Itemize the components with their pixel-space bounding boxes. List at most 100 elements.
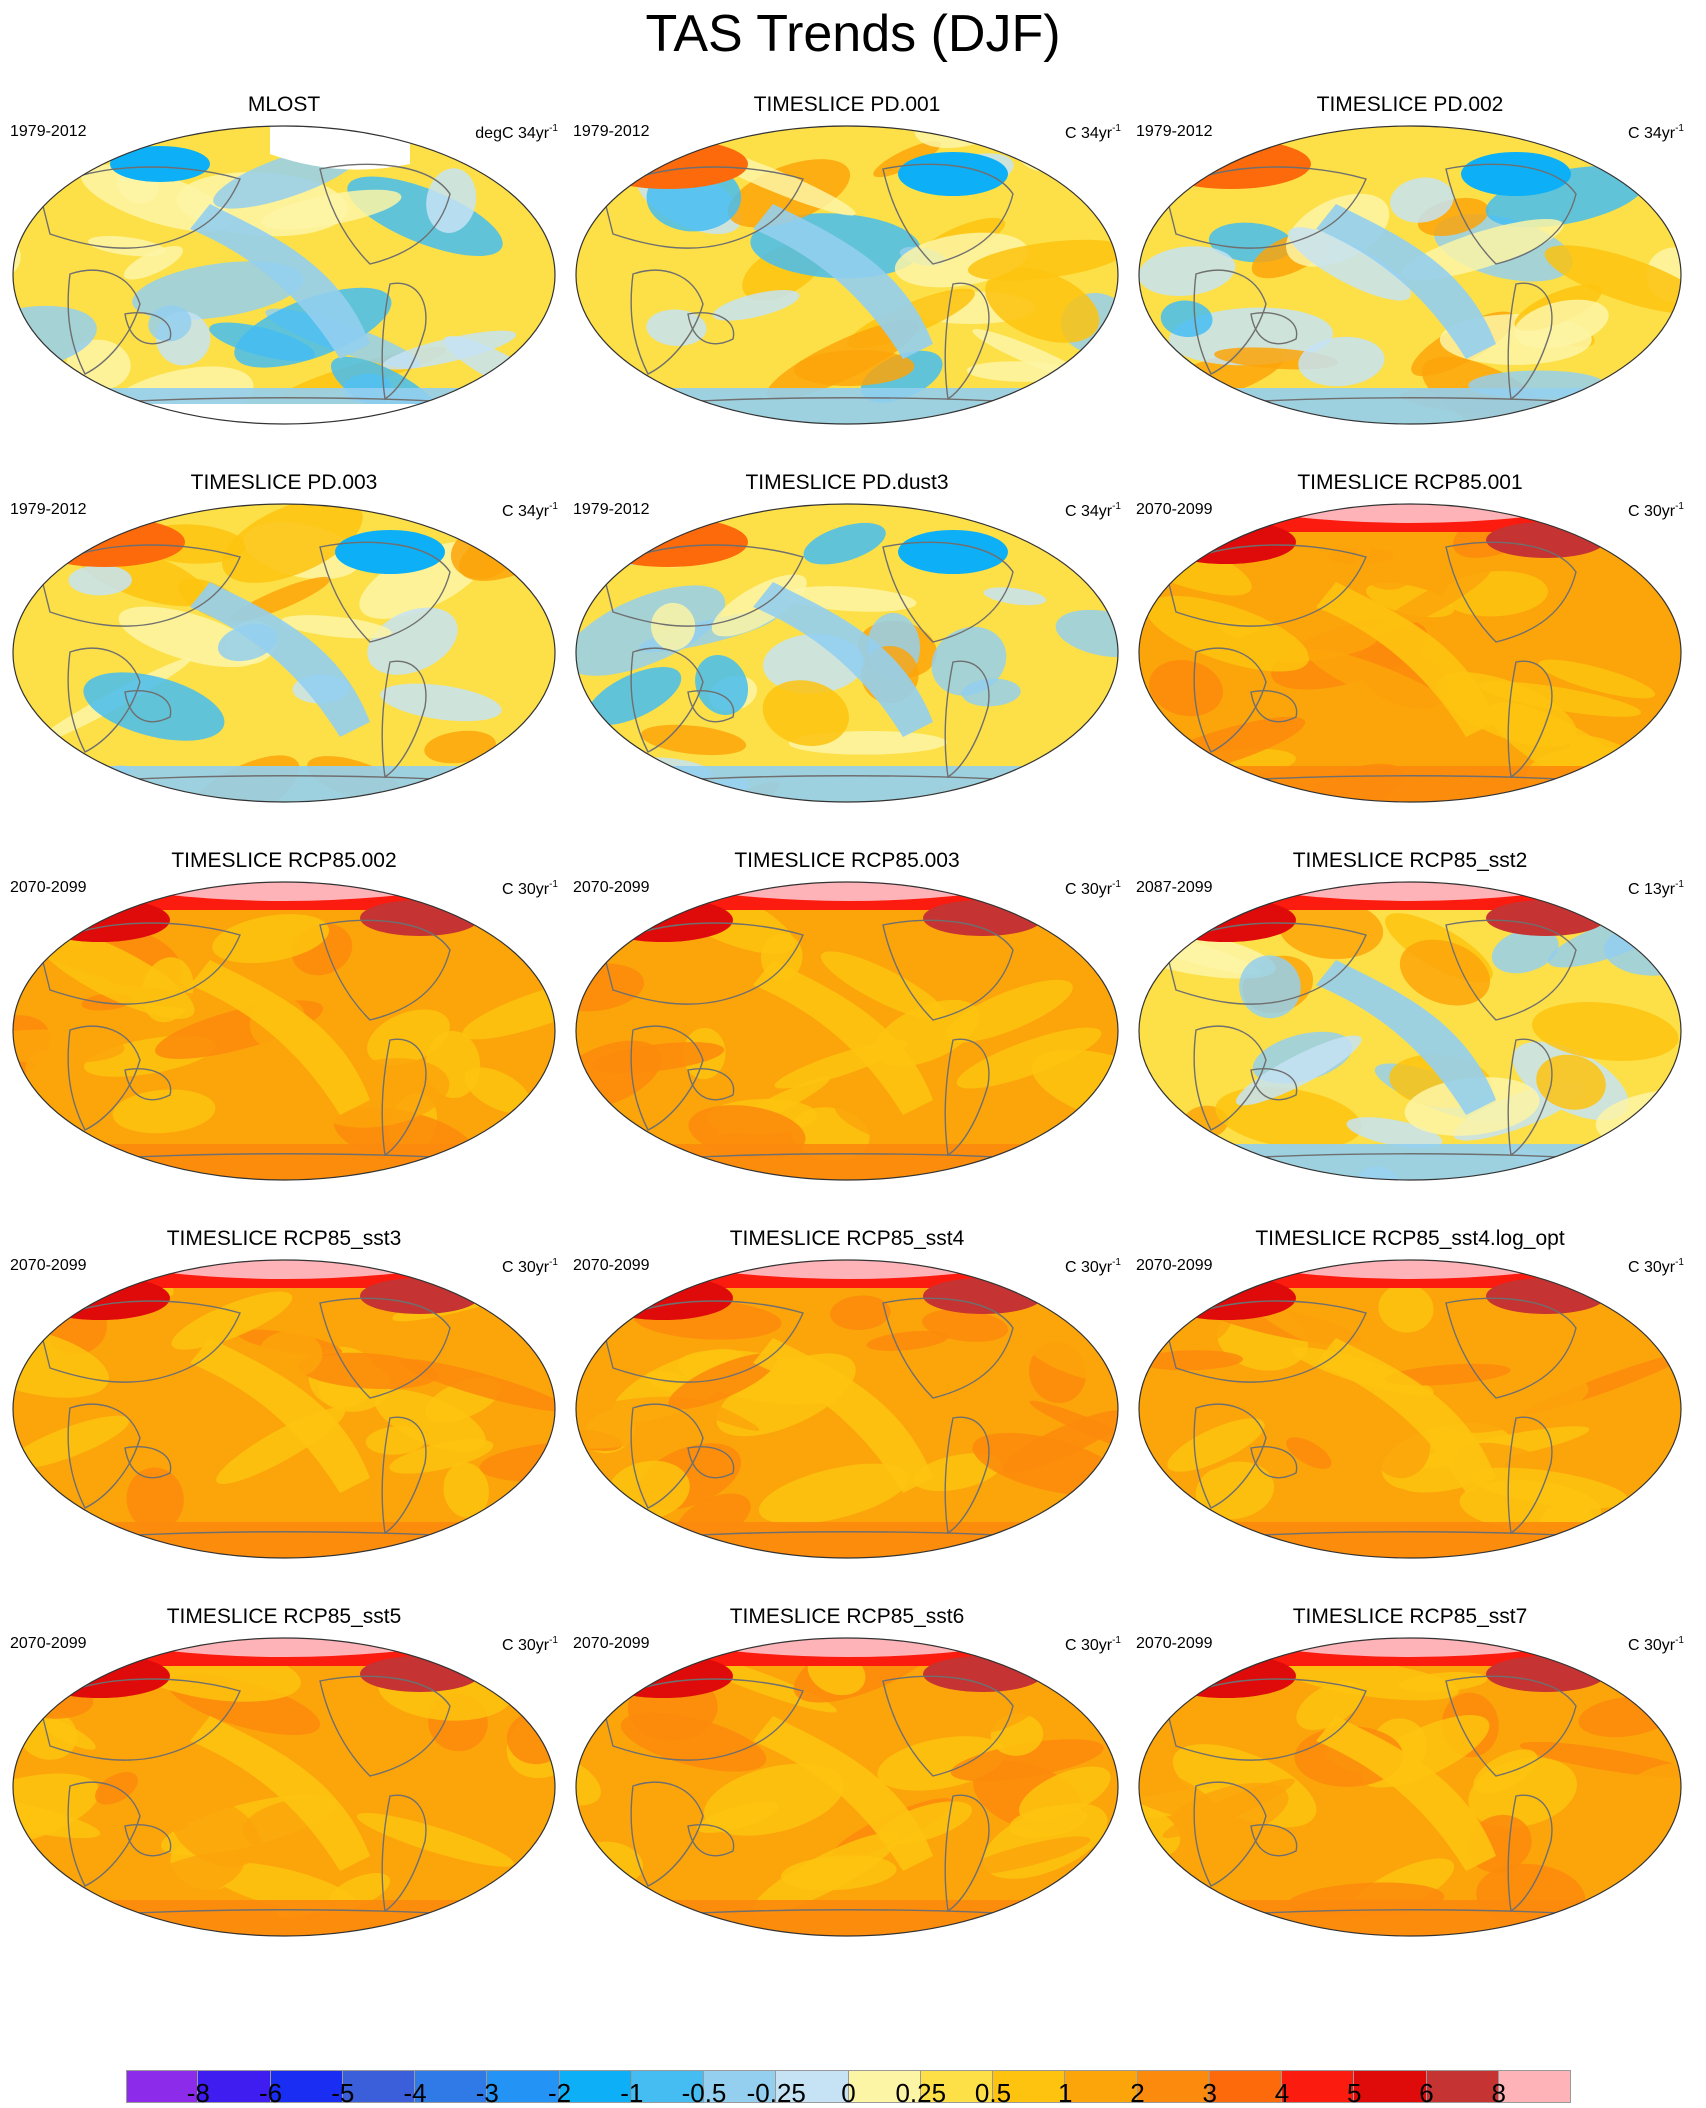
panel-units: C 30yr-1 (1628, 1632, 1684, 1655)
map-border (575, 1259, 1119, 1559)
colorbar-label: 4 (1274, 2078, 1290, 2108)
panel-units: C 30yr-1 (1065, 876, 1121, 899)
continent-outline (602, 1678, 804, 1761)
trend-region (170, 1796, 261, 1867)
pacific-tongue (753, 960, 933, 1115)
colorbar-label: -4 (403, 2078, 427, 2108)
eurasia-warming (30, 1276, 170, 1320)
southern-ocean-band (1139, 388, 1681, 424)
panel-period: 1979-2012 (573, 123, 650, 140)
trend-region (1167, 1418, 1265, 1472)
continent-outline (39, 166, 241, 249)
trend-region (1148, 659, 1223, 717)
southern-ocean-band (1139, 1144, 1681, 1180)
panel-title: TIMESLICE RCP85.001 (1297, 471, 1523, 494)
trend-region (1491, 928, 1559, 974)
trend-region (1239, 955, 1301, 1019)
north-america-cooling (898, 152, 1008, 196)
trend-region (983, 587, 1047, 606)
continent-outline (687, 1068, 735, 1101)
continent-outline (381, 1416, 427, 1535)
panel-units: C 30yr-1 (1628, 1254, 1684, 1277)
colorbar-box (993, 2070, 1066, 2103)
trend-region (576, 158, 632, 183)
trend-region (576, 1751, 601, 1806)
trend-region (1346, 1117, 1443, 1149)
trend-field (1139, 1260, 1681, 1558)
continent-outline (882, 541, 1014, 643)
trend-region (950, 1739, 1104, 1782)
panel-title: TIMESLICE RCP85_sst6 (729, 1605, 965, 1628)
continent-outline (319, 163, 451, 265)
continent-outline (1507, 660, 1553, 779)
panel-units-exponent: -1 (549, 879, 558, 890)
colorbar (126, 2070, 1571, 2103)
continent-outline (39, 1300, 241, 1383)
eurasia-warming (1156, 898, 1296, 942)
map-border (1138, 125, 1682, 425)
map-border (575, 1637, 1119, 1937)
trend-region (963, 1836, 1091, 1875)
trend-region (112, 1089, 216, 1134)
continent-outline (944, 282, 990, 401)
panel-period: 2070-2099 (1136, 1257, 1213, 1274)
trend-region (1278, 899, 1384, 960)
trend-region (13, 1792, 101, 1839)
trend-region (691, 985, 785, 1025)
panel-period: 1979-2012 (1136, 123, 1213, 140)
panel-units: C 34yr-1 (1628, 120, 1684, 143)
map-border (575, 503, 1119, 803)
southern-ocean-band (13, 1900, 555, 1936)
panel-period: 1979-2012 (573, 501, 650, 518)
colorbar-label: -0.5 (681, 2078, 727, 2108)
trend-region (1296, 1681, 1363, 1730)
pacific-tongue (190, 960, 370, 1115)
continent-outline (882, 1675, 1014, 1777)
trend-region (356, 1812, 514, 1867)
continent-outline (1507, 1416, 1553, 1535)
southern-ocean-band (13, 1144, 555, 1180)
trend-region (171, 1291, 293, 1350)
panel-period: 2070-2099 (10, 1257, 87, 1274)
trend-region (257, 1330, 323, 1379)
trend-region (587, 667, 682, 726)
panel-units-text: C 13yr (1627, 881, 1676, 898)
panel-units-text: C 30yr (1064, 1259, 1113, 1276)
panel-units-exponent: -1 (1675, 1257, 1684, 1268)
panel-units-text: C 30yr (501, 881, 550, 898)
panel-units-text: C 34yr (1064, 503, 1113, 520)
panel-units-exponent: -1 (1112, 123, 1121, 134)
colorbar-label: 6 (1419, 2078, 1434, 2108)
pacific-tongue (1316, 1338, 1496, 1493)
eurasia-warming (593, 1276, 733, 1320)
continent-outline (687, 690, 735, 723)
colorbar-box (1282, 2070, 1355, 2103)
panel-units-exponent: -1 (1675, 123, 1684, 134)
trend-region (209, 322, 316, 361)
trend-region (13, 1078, 17, 1103)
panel-units-exponent: -1 (1675, 1635, 1684, 1646)
trend-region (956, 1027, 1102, 1089)
projected-trend-map (12, 1637, 556, 1937)
panel-units: C 30yr-1 (502, 1632, 558, 1655)
projected-trend-map (1138, 1259, 1682, 1559)
trend-region (68, 564, 132, 596)
trend-region (426, 168, 477, 233)
trend-region (953, 1554, 1063, 1560)
trend-region (1390, 177, 1454, 223)
trend-field (1139, 126, 1681, 424)
map-panel: TIMESLICE RCP85_sst2 2087-2099 C 13yr-1 (1136, 849, 1684, 1182)
colorbar-box (1354, 2070, 1427, 2103)
panel-units-text: C 30yr (1627, 503, 1676, 520)
continent-outline (882, 163, 1014, 265)
projected-trend-map (1138, 125, 1682, 425)
eurasia-warming (1156, 1654, 1296, 1698)
colorbar-label: 0.5 (974, 2078, 1012, 2108)
trend-region (132, 261, 304, 320)
trend-region (830, 1295, 891, 1331)
trend-region (1399, 939, 1491, 1006)
projected-trend-map (12, 125, 556, 425)
eurasia-warming (30, 898, 170, 942)
map-border (1138, 1637, 1682, 1937)
colorbar-box (198, 2070, 271, 2103)
